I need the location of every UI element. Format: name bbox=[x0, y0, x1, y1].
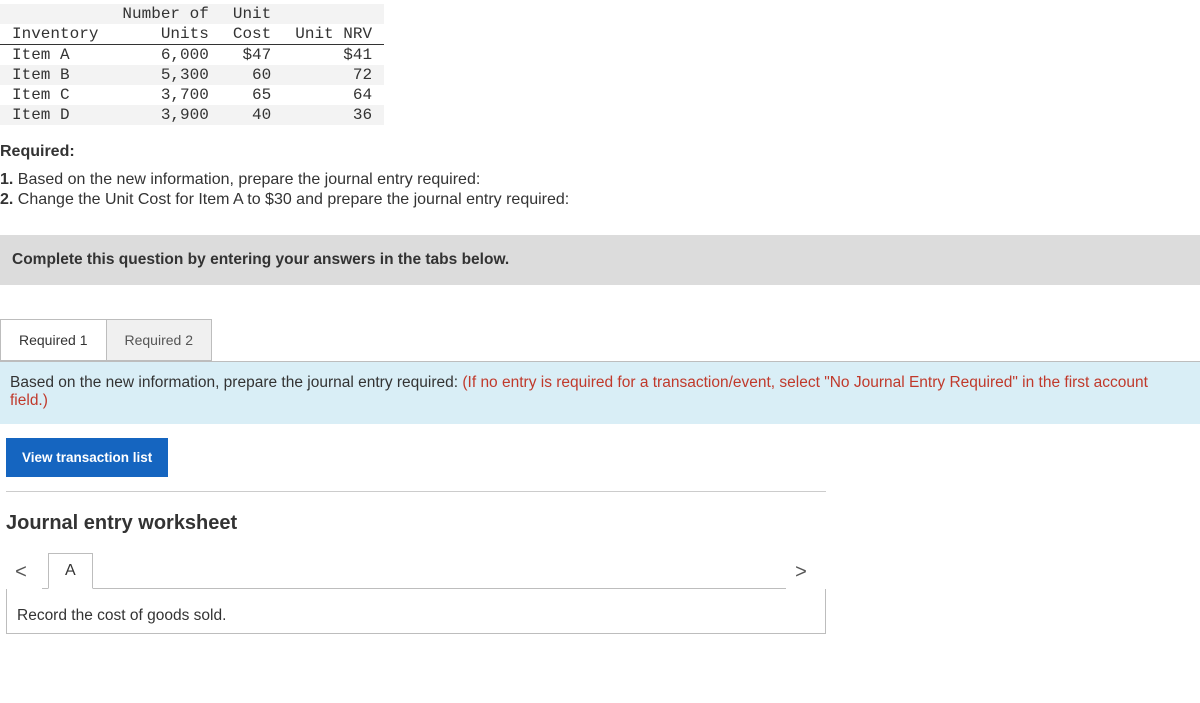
table-row: Item D3,9004036 bbox=[0, 105, 384, 125]
view-transaction-list-button[interactable]: View transaction list bbox=[6, 438, 168, 477]
header-cell bbox=[0, 4, 110, 24]
worksheet-next-button[interactable]: > bbox=[786, 555, 816, 589]
table-cell: Item B bbox=[0, 65, 110, 85]
table-cell: $47 bbox=[221, 45, 283, 66]
header-cell: Unit NRV bbox=[283, 24, 384, 45]
requirement-line: 1. Based on the new information, prepare… bbox=[0, 171, 1200, 189]
table-row: Item A6,000$47$41 bbox=[0, 45, 384, 66]
table-cell: 65 bbox=[221, 85, 283, 105]
header-cell bbox=[283, 4, 384, 24]
table-cell: 6,000 bbox=[110, 45, 220, 66]
requirement-text: Change the Unit Cost for Item A to $30 a… bbox=[18, 191, 569, 208]
required-heading: Required: bbox=[0, 143, 1200, 161]
table-cell: 60 bbox=[221, 65, 283, 85]
journal-worksheet: Journal entry worksheet < A > Record the… bbox=[6, 491, 826, 634]
table-cell: 3,700 bbox=[110, 85, 220, 105]
table-cell: $41 bbox=[283, 45, 384, 66]
table-cell: 40 bbox=[221, 105, 283, 125]
tab-content: Based on the new information, prepare th… bbox=[0, 361, 1200, 424]
requirements-list: 1. Based on the new information, prepare… bbox=[0, 171, 1200, 209]
table-cell: Item C bbox=[0, 85, 110, 105]
table-cell: 36 bbox=[283, 105, 384, 125]
table-row: Item B5,3006072 bbox=[0, 65, 384, 85]
table-cell: 72 bbox=[283, 65, 384, 85]
worksheet-body: Record the cost of goods sold. bbox=[6, 589, 826, 634]
requirement-text: Based on the new information, prepare th… bbox=[18, 171, 481, 188]
table-header-row-1: Number of Unit bbox=[0, 4, 384, 24]
tab-required-1[interactable]: Required 1 bbox=[0, 319, 107, 361]
table-header-row-2: Inventory Units Cost Unit NRV bbox=[0, 24, 384, 45]
requirement-line: 2. Change the Unit Cost for Item A to $3… bbox=[0, 191, 1200, 209]
instruction-bar: Complete this question by entering your … bbox=[0, 235, 1200, 285]
table-cell: Item D bbox=[0, 105, 110, 125]
table-cell: Item A bbox=[0, 45, 110, 66]
requirement-number: 2. bbox=[0, 191, 18, 208]
worksheet-nav: < A > bbox=[6, 545, 826, 589]
header-cell: Number of bbox=[110, 4, 220, 24]
table-cell: 3,900 bbox=[110, 105, 220, 125]
tabs: Required 1Required 2 bbox=[0, 319, 1200, 361]
worksheet-title: Journal entry worksheet bbox=[6, 498, 826, 545]
inventory-table: Number of Unit Inventory Units Cost Unit… bbox=[0, 4, 384, 125]
worksheet-tab-a[interactable]: A bbox=[48, 553, 93, 589]
worksheet-tab-strip: A bbox=[42, 545, 786, 589]
tab-required-2[interactable]: Required 2 bbox=[106, 319, 213, 361]
tab-content-main: Based on the new information, prepare th… bbox=[10, 374, 462, 391]
table-cell: 5,300 bbox=[110, 65, 220, 85]
worksheet-prev-button[interactable]: < bbox=[6, 555, 36, 589]
header-cell: Unit bbox=[221, 4, 283, 24]
table-row: Item C3,7006564 bbox=[0, 85, 384, 105]
header-cell: Cost bbox=[221, 24, 283, 45]
requirement-number: 1. bbox=[0, 171, 18, 188]
header-cell: Inventory bbox=[0, 24, 110, 45]
table-body: Item A6,000$47$41Item B5,3006072Item C3,… bbox=[0, 45, 384, 126]
table-cell: 64 bbox=[283, 85, 384, 105]
header-cell: Units bbox=[110, 24, 220, 45]
